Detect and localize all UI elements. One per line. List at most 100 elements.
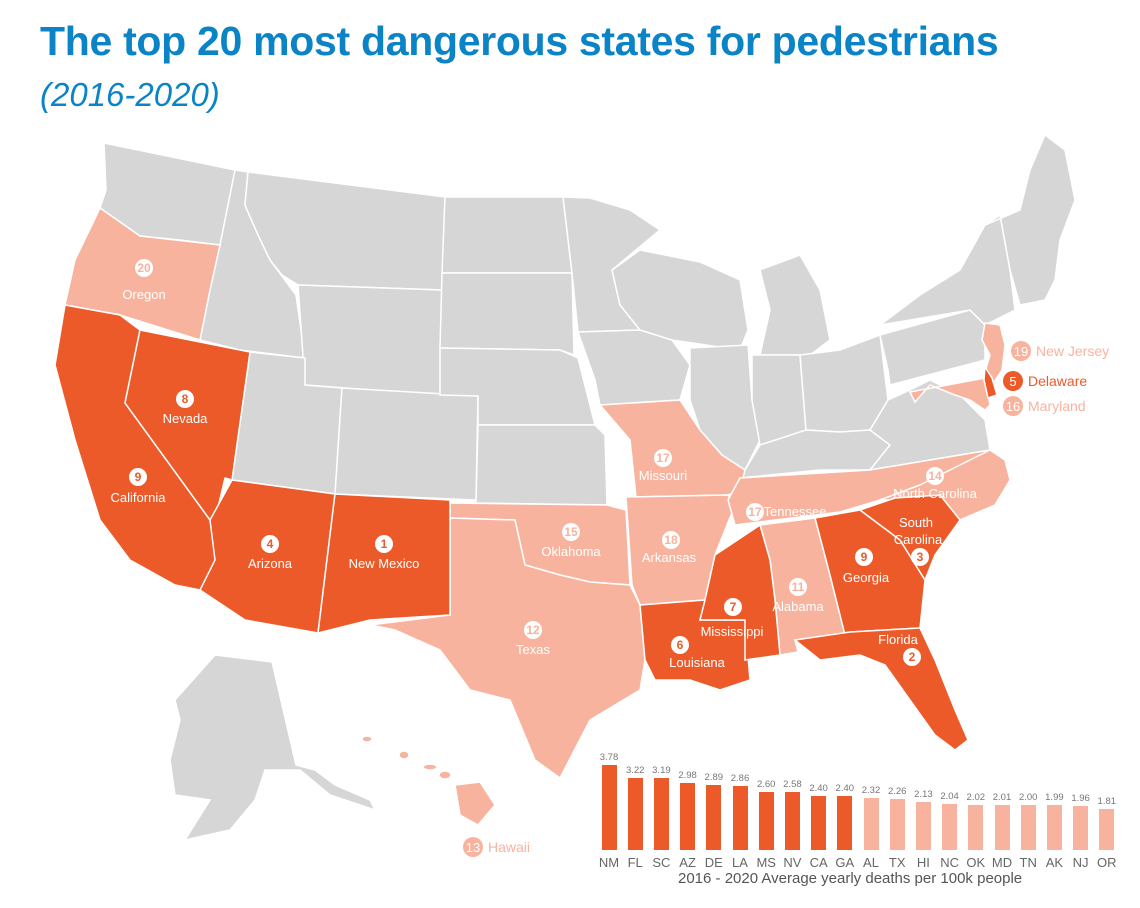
svg-text:15: 15 <box>564 525 578 539</box>
bar-value-label: 2.89 <box>704 772 724 784</box>
bar-category-label: NC <box>940 855 959 870</box>
state-mississippi <box>699 523 781 661</box>
bar-category-label: NJ <box>1072 855 1089 870</box>
svg-text:Alabama: Alabama <box>772 599 824 614</box>
bar-rect <box>837 796 853 850</box>
svg-text:Delaware: Delaware <box>1028 373 1087 389</box>
bar-or: 1.81 <box>1094 796 1120 850</box>
bar-rect <box>784 791 800 850</box>
state-new-york <box>879 213 1016 326</box>
bar-sc: 3.19 <box>648 765 674 850</box>
bar-ca: 2.40 <box>806 783 832 850</box>
bar-rect <box>601 765 617 850</box>
bar-ms: 2.60 <box>753 779 779 850</box>
svg-text:13: 13 <box>466 840 480 855</box>
svg-text:1: 1 <box>381 537 388 551</box>
bar-value-label: 2.26 <box>887 786 907 798</box>
label-georgia: 9 Georgia <box>843 548 890 585</box>
bar-md: 2.01 <box>989 792 1015 850</box>
bar-value-label: 2.02 <box>966 791 986 803</box>
bar-rect <box>732 785 748 850</box>
bar-value-label: 2.86 <box>730 772 750 784</box>
bar-value-label: 3.22 <box>625 764 645 776</box>
bar-rect <box>653 778 669 850</box>
svg-text:8: 8 <box>182 392 189 406</box>
state-new-mexico <box>317 493 451 634</box>
bar-category-label: FL <box>627 855 643 870</box>
bar-value-label: 2.40 <box>809 783 828 795</box>
svg-text:5: 5 <box>1009 374 1016 389</box>
bar-category-label: MS <box>756 855 776 870</box>
deaths-bar-chart: 3.78 NM 3.22 FL 3.19 SC 2.98 AZ 2.89 DE 2.86 LA 2.60… <box>596 740 1126 890</box>
callout-hawaii: 13 Hawaii <box>463 837 530 857</box>
bar-value-label: 3.78 <box>599 752 619 763</box>
bar-category-label: AZ <box>679 855 696 870</box>
svg-text:Arkansas: Arkansas <box>642 550 697 565</box>
bar-ok: 2.02 <box>963 792 989 850</box>
state-kansas <box>475 424 608 506</box>
bar-value-label: 1.81 <box>1097 796 1117 808</box>
state-new-england <box>984 133 1076 306</box>
bar-ga: 2.40 <box>832 783 858 850</box>
bar-value-label: 1.96 <box>1071 792 1090 804</box>
bar-rect <box>811 796 827 850</box>
svg-text:17: 17 <box>656 451 670 465</box>
svg-text:9: 9 <box>135 470 142 484</box>
svg-text:Nevada: Nevada <box>163 411 209 426</box>
bar-value-label: 2.04 <box>940 791 959 803</box>
label-alabama: 11 Alabama <box>772 578 824 614</box>
svg-text:14: 14 <box>928 469 942 483</box>
svg-text:2: 2 <box>909 650 916 664</box>
bar-category-label: LA <box>732 855 748 870</box>
bar-rect <box>1073 805 1089 850</box>
page-title: The top 20 most dangerous states for ped… <box>40 18 999 64</box>
bar-category-label: CA <box>809 855 828 870</box>
bar-al: 2.32 <box>858 785 884 850</box>
bar-category-label: DE <box>704 855 723 870</box>
state-delaware <box>983 364 998 399</box>
bar-category-label: GA <box>835 855 855 870</box>
label-new-mexico: 1 New Mexico <box>349 535 420 571</box>
label-south-carolina: South Carolina 3 <box>894 515 943 566</box>
bar-rect <box>758 791 774 850</box>
bar-rect <box>1099 809 1115 850</box>
svg-text:7: 7 <box>730 600 737 614</box>
svg-text:20: 20 <box>137 261 151 275</box>
svg-text:Mississippi: Mississippi <box>701 624 764 639</box>
label-florida: Florida 2 <box>878 632 921 666</box>
state-wisconsin <box>611 249 749 351</box>
bar-value-label: 2.40 <box>835 783 855 795</box>
bar-value-label: 2.13 <box>914 789 933 801</box>
bar-rect <box>889 799 905 850</box>
svg-text:11: 11 <box>792 580 805 594</box>
bar-value-label: 2.60 <box>756 778 776 790</box>
page-subtitle: (2016-2020) <box>40 76 220 113</box>
svg-text:North Carolina: North Carolina <box>893 486 978 501</box>
label-arkansas: 18 Arkansas <box>642 531 697 565</box>
state-alaska <box>169 654 377 842</box>
svg-text:South: South <box>899 515 933 530</box>
state-north-dakota <box>441 196 573 274</box>
svg-text:Arizona: Arizona <box>248 556 293 571</box>
svg-text:19: 19 <box>1014 344 1028 359</box>
bar-nj: 1.96 <box>1068 793 1094 850</box>
svg-text:4: 4 <box>267 537 274 551</box>
state-michigan <box>759 254 831 356</box>
bar-nv: 2.58 <box>779 779 805 850</box>
state-south-carolina <box>858 494 961 582</box>
svg-text:Texas: Texas <box>516 642 550 657</box>
state-colorado <box>334 387 479 501</box>
svg-text:Hawaii: Hawaii <box>488 839 530 855</box>
svg-text:Louisiana: Louisiana <box>669 655 725 670</box>
label-mississippi: 7 Mississippi <box>701 598 764 639</box>
svg-text:New Mexico: New Mexico <box>349 556 420 571</box>
bar-rect <box>1020 805 1036 850</box>
svg-text:Missouri: Missouri <box>639 468 688 483</box>
svg-text:18: 18 <box>664 533 678 547</box>
bar-ak: 1.99 <box>1041 792 1067 850</box>
bar-rect <box>680 783 696 850</box>
svg-text:Oklahoma: Oklahoma <box>541 544 601 559</box>
bar-value-label: 2.00 <box>1018 792 1038 804</box>
svg-text:Carolina: Carolina <box>894 532 943 547</box>
label-tennessee: 17 Tennessee <box>746 503 826 521</box>
